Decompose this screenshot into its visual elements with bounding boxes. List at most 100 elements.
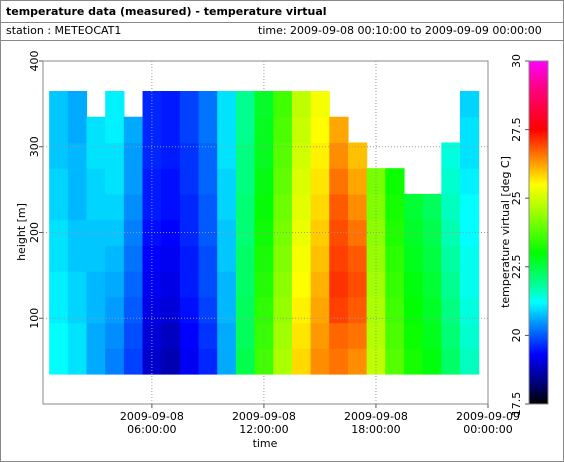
heatmap-cell: [235, 245, 256, 272]
heatmap-cell: [254, 91, 274, 118]
heatmap-cell: [161, 322, 181, 349]
heatmap-cell: [105, 219, 125, 246]
heatmap-cell: [86, 116, 106, 144]
heatmap-cell: [273, 322, 293, 349]
heatmap-cell: [179, 271, 200, 298]
heatmap-cell: [385, 271, 405, 298]
heatmap-cell: [347, 193, 368, 221]
heatmap-cell: [273, 296, 293, 324]
heatmap-cell: [105, 271, 125, 298]
heatmap-cell: [67, 271, 88, 298]
heatmap-cell: [105, 116, 125, 144]
heatmap-cell: [291, 271, 312, 298]
colorbar-tick-label: 17.5: [510, 392, 523, 417]
heatmap-cell: [385, 296, 405, 324]
heatmap-cell: [217, 271, 237, 298]
heatmap-cell: [123, 296, 144, 324]
heatmap-cell: [217, 116, 237, 144]
heatmap-cell: [67, 219, 88, 246]
heatmap-cell: [86, 271, 106, 298]
heatmap-cell: [217, 168, 237, 195]
heatmap-cell: [403, 348, 424, 375]
heatmap-cell: [235, 322, 256, 349]
heatmap-cell: [49, 271, 69, 298]
heatmap-cell: [291, 116, 312, 144]
colorbar-title: temperature virtual [deg C]: [499, 156, 512, 308]
heatmap-cell: [459, 271, 480, 298]
heatmap-cell: [329, 271, 349, 298]
heatmap-cell: [179, 168, 200, 195]
heatmap-cell: [123, 168, 144, 195]
heatmap-cell: [385, 193, 405, 221]
heatmap-cell: [198, 168, 218, 195]
heatmap-cell: [441, 348, 461, 375]
heatmap-cell: [459, 142, 480, 169]
heatmap-cell: [142, 296, 162, 324]
heatmap-cell: [459, 245, 480, 272]
y-tick-label: 400: [28, 51, 41, 72]
heatmap-cell: [329, 296, 349, 324]
heatmap-cell: [217, 296, 237, 324]
heatmap-cell: [291, 245, 312, 272]
heatmap-cell: [161, 245, 181, 272]
heatmap-cell: [179, 142, 200, 169]
y-tick-label: 300: [28, 136, 41, 157]
x-tick-label: 2009-09-08 18:00:00: [343, 410, 408, 436]
heatmap-cell: [105, 193, 125, 221]
heatmap-cell: [161, 193, 181, 221]
heatmap-cell: [422, 271, 442, 298]
heatmap-cell: [329, 193, 349, 221]
heatmap-cell: [235, 271, 256, 298]
heatmap-cell: [105, 296, 125, 324]
heatmap-cell: [105, 91, 125, 118]
heatmap-cell: [67, 296, 88, 324]
heatmap-cell: [403, 322, 424, 349]
heatmap-cell: [329, 116, 349, 144]
heatmap-cell: [235, 116, 256, 144]
y-tick-label: 200: [28, 222, 41, 243]
heatmap-cell: [366, 193, 386, 221]
heatmap-cell: [161, 219, 181, 246]
heatmap-cell: [217, 322, 237, 349]
colorbar-tick-label: 20: [510, 328, 523, 342]
colorbar-tick-label: 30: [510, 54, 523, 68]
heatmap-cell: [49, 322, 69, 349]
heatmap-cell: [459, 296, 480, 324]
heatmap-cell: [254, 296, 274, 324]
heatmap-cell: [254, 271, 274, 298]
heatmap-cell: [254, 116, 274, 144]
heatmap-cell: [273, 271, 293, 298]
heatmap-cell: [329, 142, 349, 169]
heatmap-cell: [254, 193, 274, 221]
heatmap-cell: [291, 296, 312, 324]
station: station : METEOCAT1: [6, 24, 121, 37]
heatmap-cell: [105, 245, 125, 272]
heatmap-cell: [235, 219, 256, 246]
heatmap-cell: [385, 322, 405, 349]
heatmap-cell: [310, 91, 330, 118]
heatmap-cell: [161, 296, 181, 324]
heatmap-cell: [310, 142, 330, 169]
heatmap-cell: [347, 142, 368, 169]
heatmap-cell: [86, 219, 106, 246]
heatmap-cell: [273, 116, 293, 144]
heatmap-cell: [366, 296, 386, 324]
heatmap-cell: [161, 142, 181, 169]
heatmap-cell: [385, 245, 405, 272]
heatmap-cell: [441, 168, 461, 195]
heatmap-cell: [347, 219, 368, 246]
heatmap-cell: [142, 193, 162, 221]
heatmap-cell: [198, 271, 218, 298]
heatmap-cell: [86, 348, 106, 375]
heatmap-cell: [310, 348, 330, 375]
heatmap-cell: [347, 245, 368, 272]
heatmap-cell: [123, 193, 144, 221]
heatmap-cell: [422, 193, 442, 221]
heatmap-cell: [198, 296, 218, 324]
heatmap-cell: [86, 245, 106, 272]
heatmap-cell: [123, 348, 144, 375]
heatmap-cell: [67, 245, 88, 272]
heatmap-cell: [179, 116, 200, 144]
heatmap-cell: [49, 168, 69, 195]
plot-border: [42, 60, 489, 405]
